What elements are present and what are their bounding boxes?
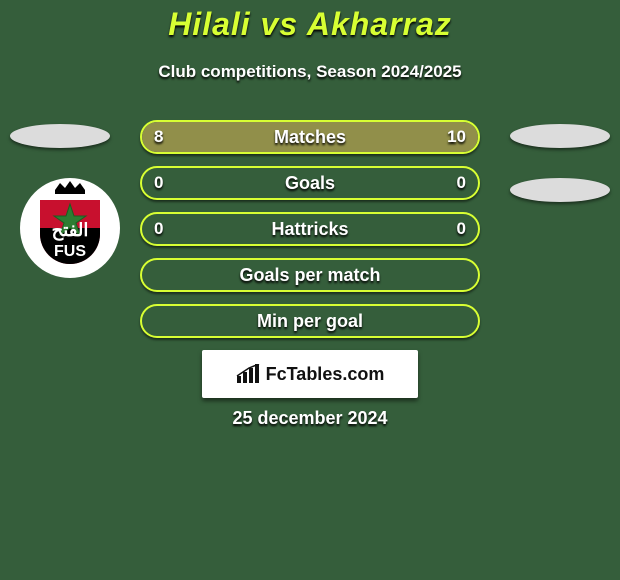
stat-label: Min per goal [142, 306, 478, 336]
fctables-label: FcTables.com [266, 364, 385, 385]
club-badge-left: الفتح FUS [20, 178, 120, 278]
snapshot-date: 25 december 2024 [0, 408, 620, 429]
stat-label: Hattricks [142, 214, 478, 244]
club-badge-left-svg: الفتح FUS [20, 178, 120, 278]
badge-text-arabic: الفتح [52, 220, 89, 241]
fctables-watermark: FcTables.com [202, 350, 418, 398]
stat-label: Goals per match [142, 260, 478, 290]
page-subtitle: Club competitions, Season 2024/2025 [0, 62, 620, 82]
stat-label: Matches [142, 122, 478, 152]
badge-text-fus: FUS [54, 243, 86, 260]
bar-chart-icon [236, 364, 260, 384]
stat-label: Goals [142, 168, 478, 198]
page-title: Hilali vs Akharraz [0, 6, 620, 43]
stat-bar: Goals per match [140, 258, 480, 292]
stat-bar: 810Matches [140, 120, 480, 154]
player-right-ellipse-2 [510, 178, 610, 202]
stat-bar: 00Hattricks [140, 212, 480, 246]
player-right-ellipse-1 [510, 124, 610, 148]
stat-bars: 810Matches 00Goals 00Hattricks Goals per ma… [140, 120, 480, 350]
player-left-ellipse [10, 124, 110, 148]
stat-bar: Min per goal [140, 304, 480, 338]
stat-bar: 00Goals [140, 166, 480, 200]
